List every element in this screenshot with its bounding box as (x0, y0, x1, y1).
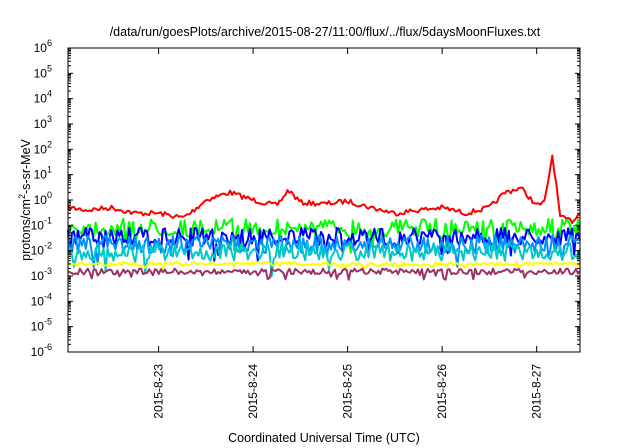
y-tick-label: 10-1 (31, 215, 52, 232)
series-line-1 (67, 154, 581, 224)
series-line-5 (67, 242, 581, 278)
x-axis-label: Coordinated Universal Time (UTC) (228, 431, 420, 445)
y-tick-label: 10-5 (31, 317, 52, 334)
y-axis-label: protons/cm2-s-sr-MeV (17, 138, 33, 260)
y-tick-label: 10-2 (31, 241, 52, 258)
x-tick-label: 2015-8-27 (530, 364, 544, 419)
y-tick-label: 105 (34, 63, 52, 80)
series-layer (67, 154, 581, 281)
y-tick-label: 10-4 (31, 291, 52, 308)
x-axis: 2015-8-23 2015-8-24 2015-8-25 2015-8-26 2015… (152, 48, 544, 419)
y-axis: 10-6 10-5 10-4 10-3 10-2 10-1 100 101 102 103 104 1… (31, 38, 580, 359)
y-tick-label: 100 (34, 190, 52, 207)
x-tick-label: 2015-8-24 (246, 364, 260, 419)
chart-title: /data/run/goesPlots/archive/2015-08-27/1… (110, 25, 541, 39)
x-tick-label: 2015-8-23 (152, 364, 166, 419)
y-tick-label: 103 (34, 114, 52, 131)
y-tick-label: 102 (34, 139, 52, 156)
y-tick-label: 10-3 (31, 266, 52, 283)
y-tick-label: 104 (34, 89, 52, 106)
y-tick-label: 101 (34, 165, 52, 182)
x-tick-label: 2015-8-26 (435, 364, 449, 419)
x-tick-label: 2015-8-25 (341, 364, 355, 419)
y-tick-label: 106 (34, 38, 52, 55)
y-tick-label: 10-6 (31, 342, 52, 359)
series-line-6 (67, 260, 581, 271)
series-line-7 (67, 267, 581, 281)
plot-frame (67, 47, 581, 353)
